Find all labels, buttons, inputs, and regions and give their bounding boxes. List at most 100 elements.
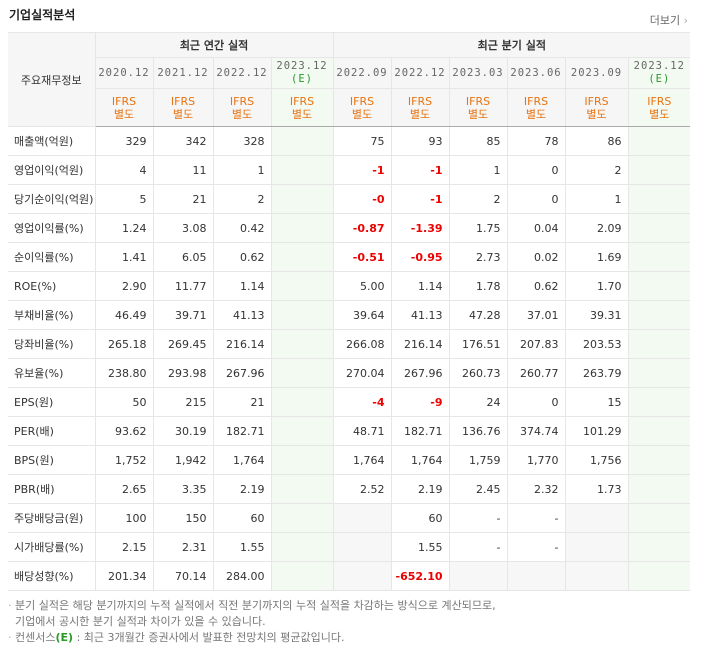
period-header: 2022.12 [390,57,450,89]
scope: 별도 [586,107,607,121]
value-cell: -0 [332,184,392,214]
value-cell: 269.45 [152,329,214,359]
note: · 분기 실적은 해당 분기까지의 누적 실적에서 직전 분기까지의 누적 실적… [8,598,496,614]
value-cell [270,387,334,417]
value-cell [506,561,566,591]
period: 2022.12 [216,66,268,79]
value-cell: 85 [448,126,508,156]
row-label: 매출액(억원) [8,126,96,156]
value-cell: -1 [390,155,450,185]
value-cell [627,213,691,243]
row-label: 주당배당금(원) [8,503,96,533]
accounting-basis: IFRS [111,94,137,108]
value-cell: 15 [564,387,629,417]
table-head: 주요재무정보 최근 연간 실적 최근 분기 실적 2020.12 2021.12 2022… [8,32,691,127]
value-cell: 2 [448,184,508,214]
value-cell: 60 [212,503,272,533]
value-cell: 50 [94,387,154,417]
value-cell: 2 [564,155,629,185]
value-cell [627,358,691,388]
data-row: 영업이익(억원) 4 11 1 -1 -1 1 0 2 [8,155,691,185]
basis-header: IFRS 별도 [564,88,629,127]
accounting-basis: IFRS [289,94,315,108]
data-row: 당기순이익(억원) 5 21 2 -0 -1 2 0 1 [8,184,691,214]
value-cell: 101.29 [564,416,629,446]
accounting-basis: IFRS [584,94,609,108]
value-cell [270,155,334,185]
row-label: 당기순이익(억원) [8,184,96,214]
period: 2023.06 [510,66,562,79]
financial-table: 주요재무정보 최근 연간 실적 최근 분기 실적 2020.12 2021.12 2022… [8,32,691,591]
value-cell: 1.78 [448,271,508,301]
value-cell: 39.31 [564,300,629,330]
basis-header: IFRS 별도 [448,88,508,127]
row-label: PBR(배) [8,474,96,504]
value-cell: 0.62 [212,242,272,272]
data-row: 영업이익률(%) 1.24 3.08 0.42 -0.87 -1.39 1.75 0.04 2.… [8,213,691,243]
scope: 별도 [172,107,194,121]
period-header: 2022.12 [212,57,272,89]
value-cell [332,503,392,533]
value-cell: 260.77 [506,358,566,388]
value-cell [448,561,508,591]
value-cell: - [506,532,566,562]
value-cell: 270.04 [332,358,392,388]
value-cell: 182.71 [212,416,272,446]
bullet: · [8,631,15,644]
data-row: 매출액(억원) 329 342 328 75 93 85 78 86 [8,126,691,156]
basis-header: IFRS 별도 [390,88,450,127]
value-cell: 216.14 [390,329,450,359]
value-cell [627,387,691,417]
value-cell [332,532,392,562]
data-row: PBR(배) 2.65 3.35 2.19 2.52 2.19 2.45 2.32 1.73 [8,474,691,504]
value-cell: 93 [390,126,450,156]
accounting-basis: IFRS [647,94,672,108]
value-cell: 21 [152,184,214,214]
value-cell: 265.18 [94,329,154,359]
value-cell: - [448,503,508,533]
value-cell [627,503,691,533]
more-link[interactable]: 더보기 [650,12,688,28]
value-cell: 47.28 [448,300,508,330]
notes: · 분기 실적은 해당 분기까지의 누적 실적에서 직전 분기까지의 누적 실적… [8,598,496,646]
value-cell [270,561,334,591]
consensus-mark: (E) [55,631,74,644]
value-cell: 215 [152,387,214,417]
accounting-basis: IFRS [170,94,196,108]
data-row: 부채비율(%) 46.49 39.71 41.13 39.64 41.13 47.28 37.… [8,300,691,330]
value-cell: -9 [390,387,450,417]
value-cell [627,532,691,562]
row-label: ROE(%) [8,271,96,301]
value-cell: 1,764 [212,445,272,475]
value-cell: 39.71 [152,300,214,330]
value-cell: 4 [94,155,154,185]
value-cell: -0.87 [332,213,392,243]
data-row: 유보율(%) 238.80 293.98 267.96 270.04 267.96 260.… [8,358,691,388]
value-cell: 2.45 [448,474,508,504]
row-label: 순이익률(%) [8,242,96,272]
value-cell [270,416,334,446]
value-cell [627,416,691,446]
value-cell: 1.24 [94,213,154,243]
value-cell [564,532,629,562]
value-cell [627,474,691,504]
period-header: 2023.09 [564,57,629,89]
value-cell [270,300,334,330]
value-cell [627,271,691,301]
value-cell: 203.53 [564,329,629,359]
accounting-basis: IFRS [407,94,433,108]
note-text: 분기 실적은 해당 분기까지의 누적 실적에서 직전 분기까지의 누적 실적을 … [15,599,496,612]
value-cell [270,532,334,562]
value-cell: 0.42 [212,213,272,243]
data-row: 순이익률(%) 1.41 6.05 0.62 -0.51 -0.95 2.73 0.02 1.6… [8,242,691,272]
group-header: 최근 분기 실적 [332,32,691,58]
basis-header: IFRS 별도 [270,88,334,127]
period: 2021.12 [157,66,209,79]
value-cell: 1.70 [564,271,629,301]
row-label: 당좌비율(%) [8,329,96,359]
value-cell: 0 [506,155,566,185]
data-row: PER(배) 93.62 30.19 182.71 48.71 182.71 136.76 3… [8,416,691,446]
value-cell: 263.79 [564,358,629,388]
value-cell: 2.15 [94,532,154,562]
value-cell: 0.04 [506,213,566,243]
